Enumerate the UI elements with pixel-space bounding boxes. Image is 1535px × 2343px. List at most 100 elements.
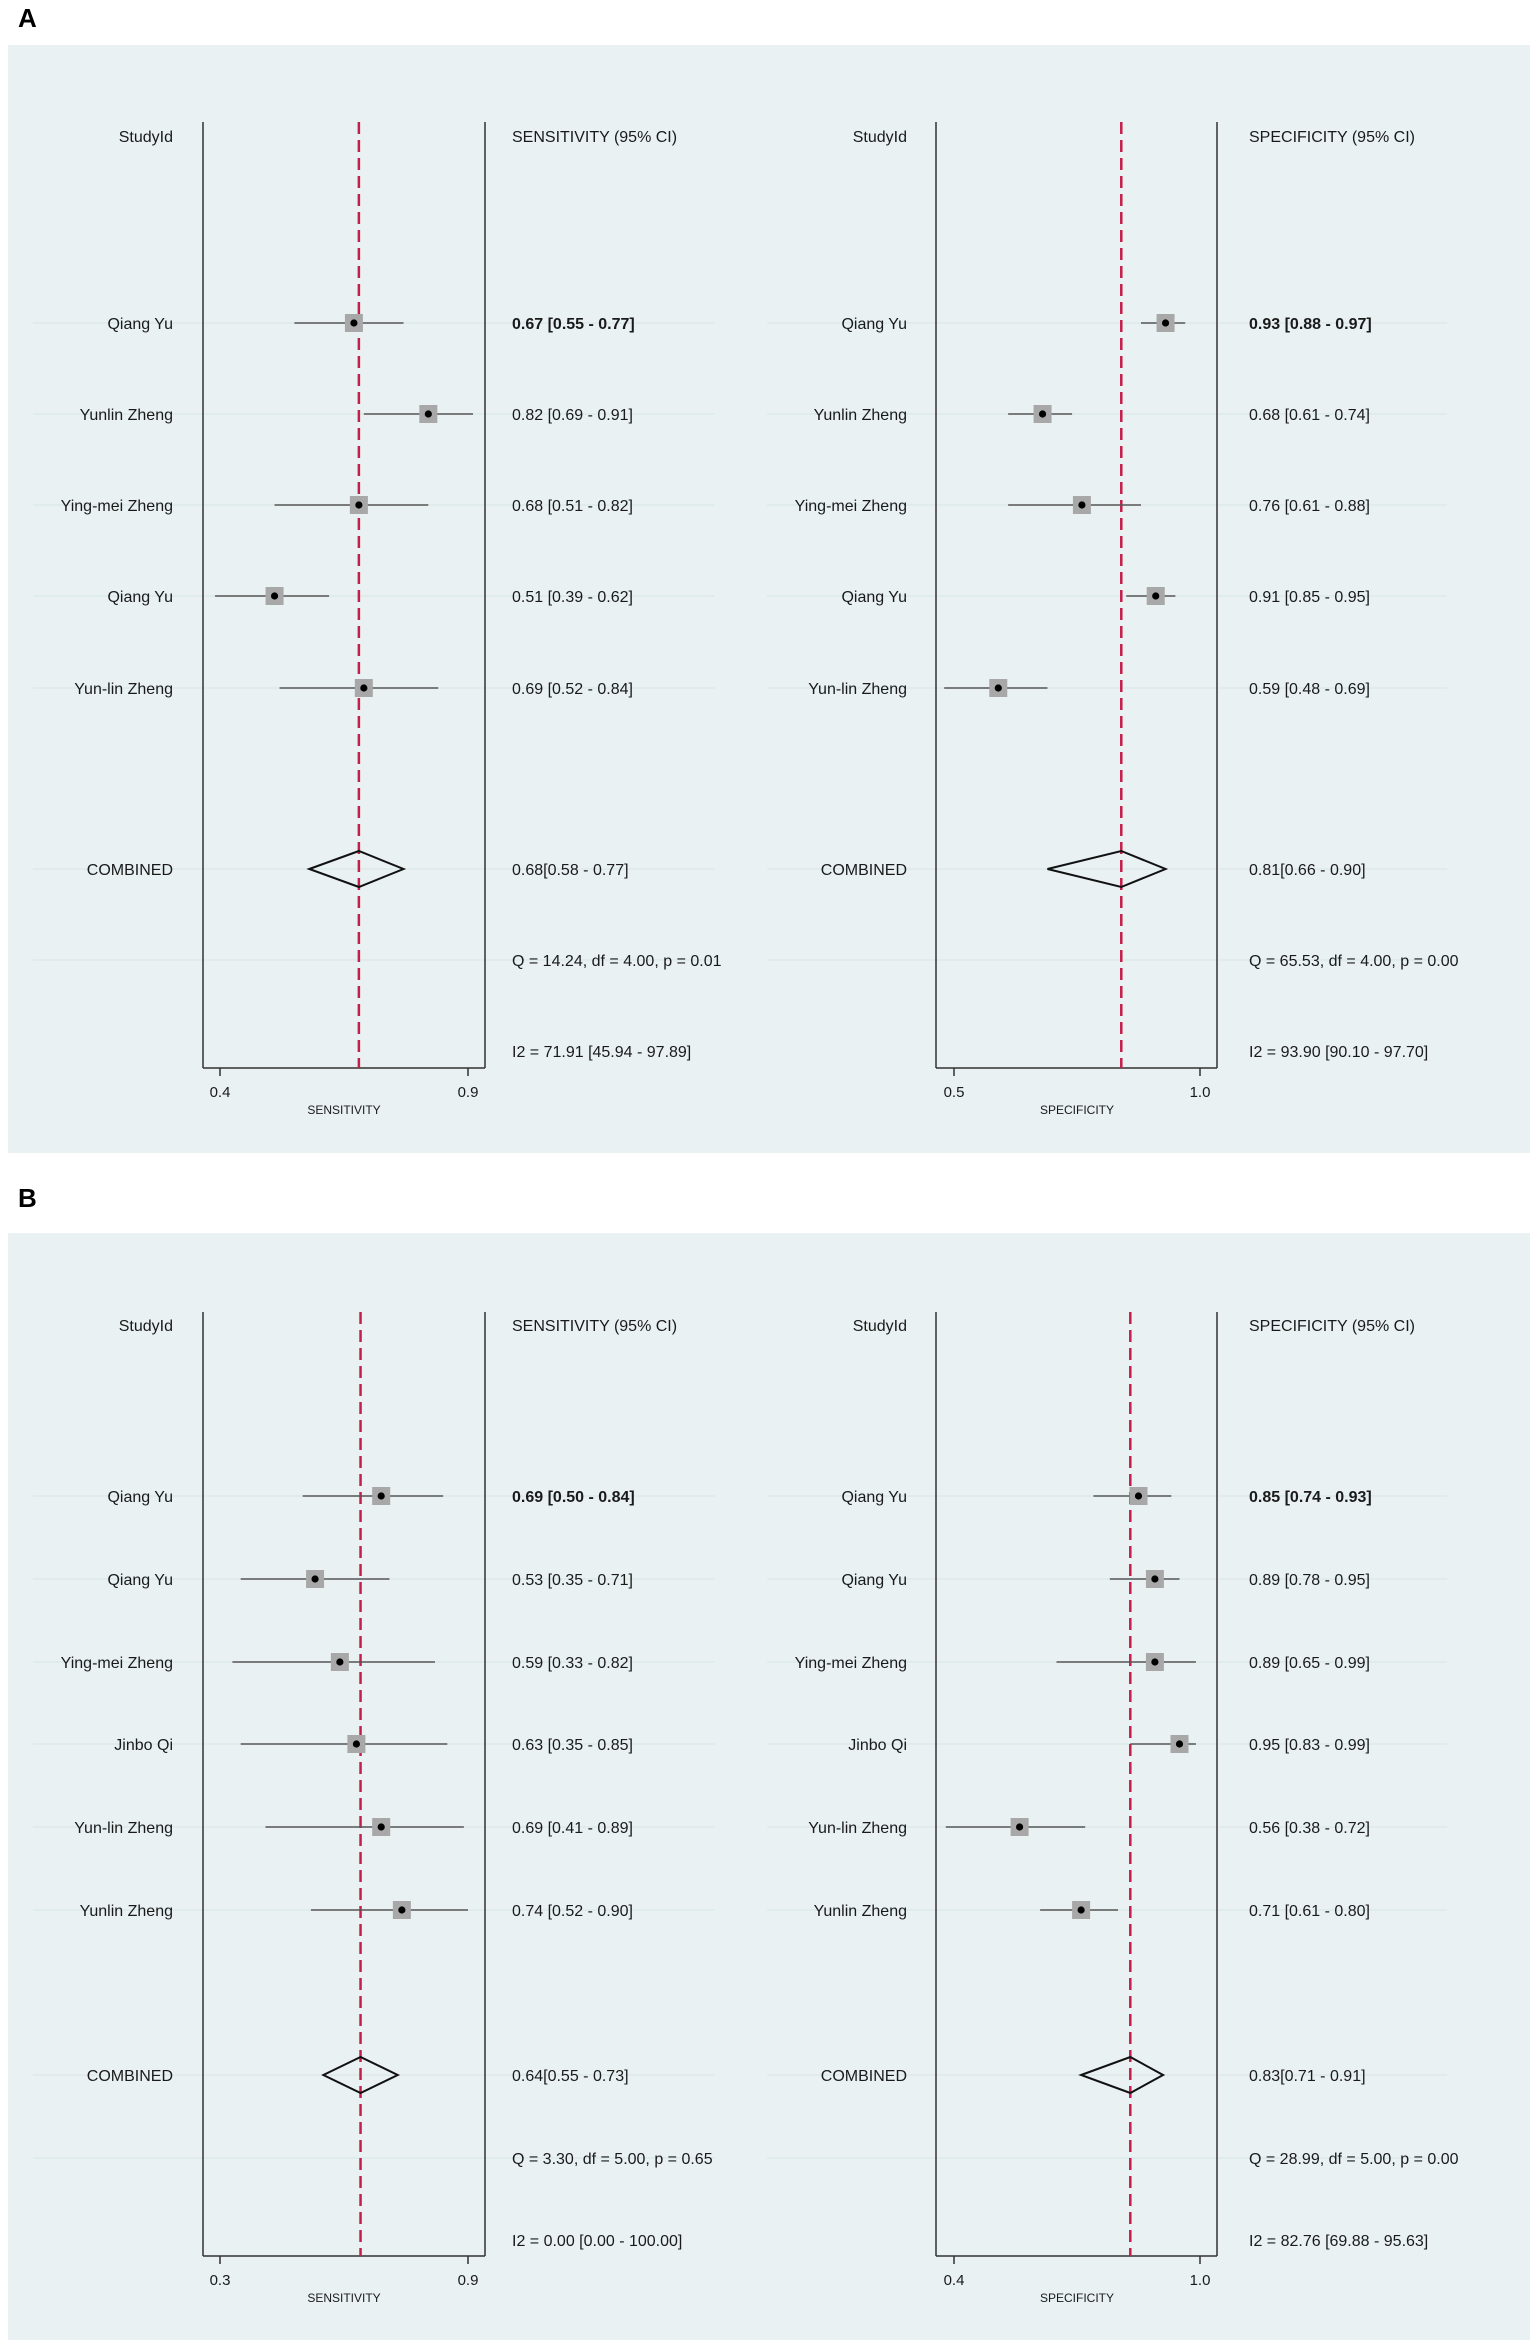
pb-sensitivity-study-name: Qiang Yu <box>107 1489 173 1506</box>
pb-specificity-study-name: Qiang Yu <box>841 1572 907 1589</box>
pb-sensitivity-estimate-point <box>336 1658 344 1666</box>
pb-specificity-q-statistic: Q = 28.99, df = 5.00, p = 0.00 <box>1249 2151 1459 2168</box>
pa-sensitivity-estimate-point <box>360 684 368 692</box>
pa-sensitivity-study-name: Ying-mei Zheng <box>61 498 173 515</box>
pa-sensitivity-study-name: Qiang Yu <box>107 316 173 333</box>
pb-specificity-study-value: 0.89 [0.78 - 0.95] <box>1249 1572 1370 1589</box>
pb-specificity-x-tick-label: 1.0 <box>1190 2272 1211 2289</box>
pb-specificity-study-value: 0.71 [0.61 - 0.80] <box>1249 1903 1370 1920</box>
pa-specificity-study-value: 0.93 [0.88 - 0.97] <box>1249 316 1372 333</box>
pb-sensitivity-study-value: 0.59 [0.33 - 0.82] <box>512 1655 633 1672</box>
pa-sensitivity-study-value: 0.68 [0.51 - 0.82] <box>512 498 633 515</box>
pb-sensitivity-estimate-point <box>377 1492 385 1500</box>
pb-specificity-combined-label: COMBINED <box>821 2068 907 2085</box>
pa-specificity-study-value: 0.76 [0.61 - 0.88] <box>1249 498 1370 515</box>
pb-specificity-study-value: 0.56 [0.38 - 0.72] <box>1249 1820 1370 1837</box>
pb-sensitivity-header-study: StudyId <box>119 1318 173 1335</box>
pa-sensitivity-estimate-point <box>270 592 279 600</box>
pa-sensitivity-i2-statistic: I2 = 71.91 [45.94 - 97.89] <box>512 1044 691 1061</box>
pb-sensitivity-i2-statistic: I2 = 0.00 [0.00 - 100.00] <box>512 2233 682 2250</box>
pa-sensitivity-estimate-point <box>350 319 358 327</box>
pa-sensitivity-x-axis-label: SENSITIVITY <box>307 1103 380 1117</box>
pa-specificity-i2-statistic: I2 = 93.90 [90.10 - 97.70] <box>1249 1044 1428 1061</box>
pb-specificity-study-name: Ying-mei Zheng <box>795 1655 907 1672</box>
pa-specificity-study-value: 0.68 [0.61 - 0.74] <box>1249 407 1370 424</box>
pa-specificity-x-tick-label: 1.0 <box>1190 1084 1211 1101</box>
pa-sensitivity-q-statistic: Q = 14.24, df = 4.00, p = 0.01 <box>512 953 722 970</box>
pb-specificity-study-name: Qiang Yu <box>841 1489 907 1506</box>
pb-specificity-header-study: StudyId <box>853 1318 907 1335</box>
pa-specificity-study-name: Qiang Yu <box>841 589 907 606</box>
pb-sensitivity-estimate-point <box>311 1575 319 1583</box>
pb-specificity-estimate-point <box>1151 1658 1159 1666</box>
pa-sensitivity-estimate-point <box>424 410 432 418</box>
pa-sensitivity-study-value: 0.69 [0.52 - 0.84] <box>512 681 633 698</box>
pb-specificity-study-name: Yun-lin Zheng <box>808 1820 907 1837</box>
pa-specificity-study-name: Qiang Yu <box>841 316 907 333</box>
pa-specificity-q-statistic: Q = 65.53, df = 4.00, p = 0.00 <box>1249 953 1459 970</box>
pb-sensitivity-q-statistic: Q = 3.30, df = 5.00, p = 0.65 <box>512 2151 713 2168</box>
pa-specificity-estimate-point <box>994 684 1002 692</box>
pb-sensitivity-x-tick-label: 0.9 <box>458 2272 479 2289</box>
pa-specificity-x-axis-label: SPECIFICITY <box>1040 1103 1114 1117</box>
pb-sensitivity-combined-value: 0.64[0.55 - 0.73] <box>512 2068 629 2085</box>
pb-specificity-combined-value: 0.83[0.71 - 0.91] <box>1249 2068 1366 2085</box>
pa-specificity-estimate-point <box>1038 410 1047 418</box>
panel-background-a <box>8 45 1530 1153</box>
pb-sensitivity-estimate-point <box>398 1906 406 1914</box>
pa-sensitivity-header-study: StudyId <box>119 129 173 146</box>
pa-sensitivity-x-tick-label: 0.9 <box>458 1084 479 1101</box>
pb-specificity-x-tick-label: 0.4 <box>944 2272 965 2289</box>
pa-specificity-study-name: Yunlin Zheng <box>814 407 907 424</box>
pa-specificity-study-name: Ying-mei Zheng <box>795 498 907 515</box>
pb-sensitivity-study-value: 0.69 [0.50 - 0.84] <box>512 1489 635 1506</box>
pb-sensitivity-x-axis-label: SENSITIVITY <box>307 2291 380 2305</box>
pb-sensitivity-combined-diamond <box>321 2055 401 2095</box>
pb-specificity-study-value: 0.89 [0.65 - 0.99] <box>1249 1655 1370 1672</box>
pa-specificity-study-value: 0.59 [0.48 - 0.69] <box>1249 681 1370 698</box>
panel-background-b <box>8 1233 1530 2340</box>
pa-specificity-header-value: SPECIFICITY (95% CI) <box>1249 129 1415 146</box>
pb-specificity-study-name: Yunlin Zheng <box>814 1903 907 1920</box>
pb-sensitivity-study-name: Yun-lin Zheng <box>74 1820 173 1837</box>
pa-specificity-estimate-point <box>1078 501 1086 509</box>
pa-specificity-combined-label: COMBINED <box>821 862 907 879</box>
pa-sensitivity-x-tick-label: 0.4 <box>210 1084 231 1101</box>
pa-sensitivity-header-value: SENSITIVITY (95% CI) <box>512 129 677 146</box>
pa-specificity-study-value: 0.91 [0.85 - 0.95] <box>1249 589 1370 606</box>
pa-sensitivity-study-value: 0.82 [0.69 - 0.91] <box>512 407 633 424</box>
pa-sensitivity-combined-diamond <box>306 849 407 889</box>
pa-specificity-combined-diamond <box>1047 849 1169 889</box>
panel-letter-a: A <box>18 3 37 33</box>
pb-sensitivity-x-tick-label: 0.3 <box>210 2272 231 2289</box>
pa-sensitivity-study-name: Yun-lin Zheng <box>74 681 173 698</box>
pb-sensitivity-study-name: Yunlin Zheng <box>80 1903 173 1920</box>
pa-sensitivity-study-name: Yunlin Zheng <box>80 407 173 424</box>
pa-specificity-estimate-point <box>1161 319 1170 327</box>
pb-sensitivity-combined-label: COMBINED <box>87 2068 173 2085</box>
pb-specificity-combined-diamond <box>1078 2055 1166 2095</box>
pa-sensitivity-study-value: 0.67 [0.55 - 0.77] <box>512 316 635 333</box>
pb-specificity-study-value: 0.85 [0.74 - 0.93] <box>1249 1489 1372 1506</box>
pa-sensitivity-estimate-point <box>355 501 363 509</box>
pb-specificity-study-name: Jinbo Qi <box>848 1737 907 1754</box>
panel-letter-b: B <box>18 1183 37 1213</box>
pb-specificity-estimate-point <box>1175 1740 1184 1748</box>
pb-sensitivity-study-name: Ying-mei Zheng <box>61 1655 173 1672</box>
pa-sensitivity-combined-label: COMBINED <box>87 862 173 879</box>
pa-specificity-x-tick-label: 0.5 <box>944 1084 965 1101</box>
pb-sensitivity-study-value: 0.69 [0.41 - 0.89] <box>512 1820 633 1837</box>
pb-specificity-estimate-point <box>1151 1575 1159 1583</box>
pb-sensitivity-study-name: Qiang Yu <box>107 1572 173 1589</box>
pa-specificity-study-name: Yun-lin Zheng <box>808 681 907 698</box>
pb-sensitivity-study-value: 0.53 [0.35 - 0.71] <box>512 1572 633 1589</box>
pa-sensitivity-combined-value: 0.68[0.58 - 0.77] <box>512 862 629 879</box>
pb-specificity-header-value: SPECIFICITY (95% CI) <box>1249 1318 1415 1335</box>
pb-sensitivity-study-value: 0.74 [0.52 - 0.90] <box>512 1903 633 1920</box>
pb-sensitivity-header-value: SENSITIVITY (95% CI) <box>512 1318 677 1335</box>
pa-specificity-estimate-point <box>1152 592 1160 600</box>
pb-specificity-i2-statistic: I2 = 82.76 [69.88 - 95.63] <box>1249 2233 1428 2250</box>
pb-specificity-estimate-point <box>1077 1906 1085 1914</box>
pb-specificity-study-value: 0.95 [0.83 - 0.99] <box>1249 1737 1370 1754</box>
